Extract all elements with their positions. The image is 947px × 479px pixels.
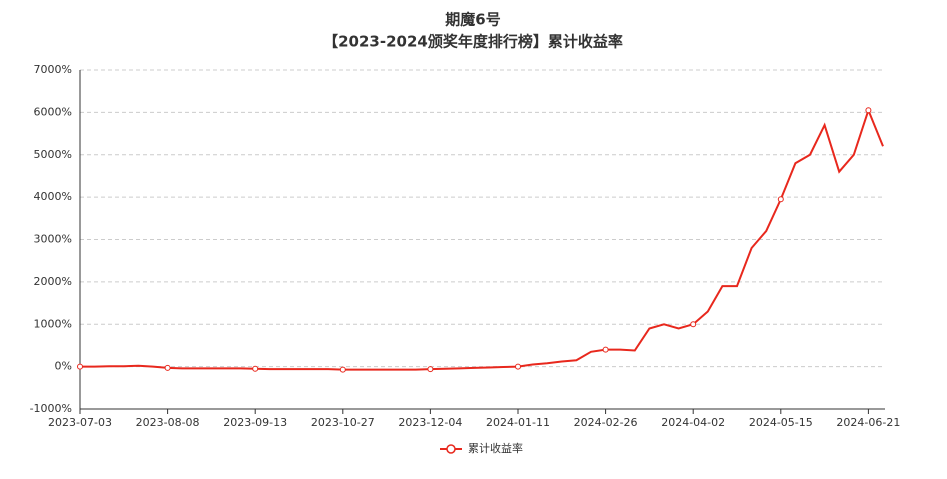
- y-tick-label: 4000%: [34, 190, 72, 203]
- x-tick-label: 2024-06-21: [836, 416, 900, 429]
- x-tick-label: 2023-10-27: [311, 416, 375, 429]
- point-marker: [252, 365, 259, 372]
- series-line: [80, 107, 884, 371]
- point-marker: [690, 321, 697, 328]
- x-tick-label: 2023-07-03: [48, 416, 112, 429]
- x-tick-label: 2023-12-04: [398, 416, 462, 429]
- point-marker: [339, 366, 346, 373]
- x-tick-label: 2023-09-13: [223, 416, 287, 429]
- y-tick-label: 5000%: [34, 148, 72, 161]
- y-tick-label: 3000%: [34, 233, 72, 246]
- chart-title: 期魔6号: [445, 11, 500, 29]
- y-tick-label: -1000%: [30, 402, 72, 415]
- point-marker: [777, 196, 784, 203]
- y-tick-label: 6000%: [34, 105, 72, 118]
- y-tick-label: 7000%: [34, 63, 72, 76]
- x-tick-label: 2024-04-02: [661, 416, 725, 429]
- point-marker: [602, 346, 609, 353]
- point-marker: [427, 366, 434, 373]
- point-marker: [865, 107, 872, 114]
- x-tick-label: 2024-02-26: [574, 416, 638, 429]
- point-marker: [164, 364, 171, 371]
- y-tick-label: 0%: [55, 360, 72, 373]
- chart-subtitle: 【2023-2024颁奖年度排行榜】累计收益率: [323, 33, 623, 51]
- y-tick-label: 2000%: [34, 275, 72, 288]
- y-tick-label: 1000%: [34, 317, 72, 330]
- x-tick-label: 2023-08-08: [136, 416, 200, 429]
- legend-marker: [446, 444, 456, 454]
- point-marker: [515, 363, 521, 370]
- x-tick-label: 2024-05-15: [749, 416, 813, 429]
- x-tick-label: 2024-01-11: [486, 416, 550, 429]
- point-marker: [77, 363, 83, 370]
- legend-label: 累计收益率: [468, 441, 523, 455]
